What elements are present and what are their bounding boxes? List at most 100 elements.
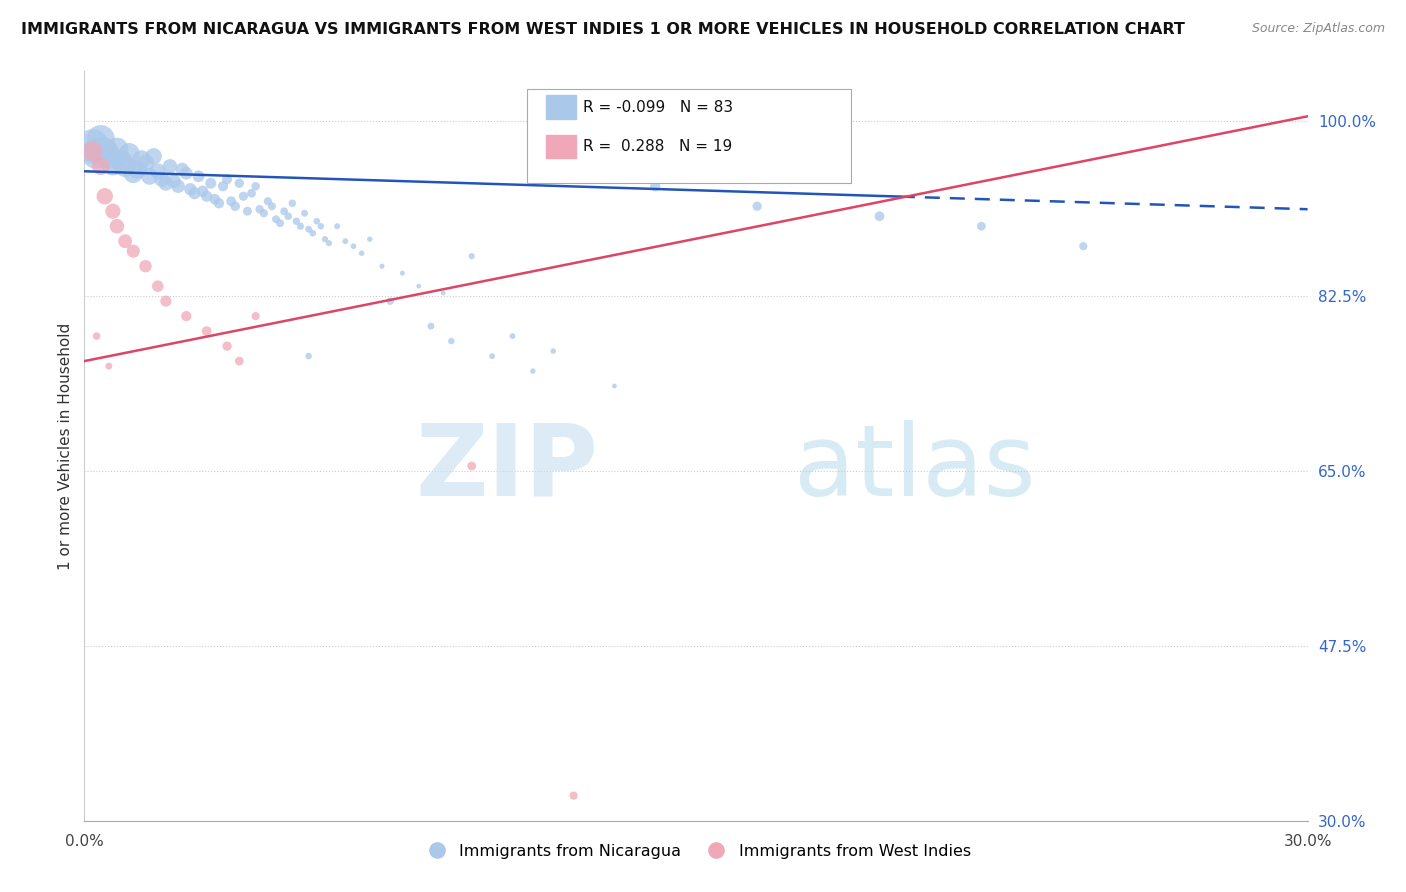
Point (236, 204, 259, 219)
Point (277, 209, 299, 223)
Point (200, 176, 222, 190)
Point (93, 145, 115, 159)
Point (249, 202, 271, 217)
Point (150, 172, 173, 186)
Point (82, 145, 104, 159)
Point (314, 232, 336, 246)
Point (461, 458, 484, 473)
Point (543, 344, 565, 359)
Point (90, 159, 112, 173)
Point (432, 286, 454, 301)
Point (114, 234, 136, 248)
Point (195, 189, 218, 203)
Point (257, 194, 280, 209)
Point (228, 176, 250, 190)
Point (101, 156, 124, 170)
Point (481, 349, 503, 363)
Point (747, 199, 769, 213)
Point (187, 169, 209, 184)
Point (172, 162, 194, 177)
Point (294, 206, 316, 220)
Point (86, 329, 108, 343)
Point (264, 212, 287, 227)
Point (212, 179, 235, 194)
Point (82, 139, 104, 153)
Point (318, 236, 340, 251)
Point (179, 182, 201, 196)
Point (326, 219, 349, 234)
Point (440, 334, 463, 348)
Text: R =  0.288   N = 19: R = 0.288 N = 19 (583, 139, 733, 153)
Point (245, 179, 267, 194)
Point (105, 219, 128, 234)
Point (122, 166, 145, 180)
Point (232, 189, 254, 203)
Point (301, 226, 323, 240)
Point (155, 176, 177, 190)
Point (127, 162, 149, 177)
Point (208, 196, 231, 211)
Point (522, 364, 544, 378)
Point (298, 222, 321, 236)
Point (1073, 239, 1095, 253)
Point (86, 146, 108, 161)
Point (298, 349, 321, 363)
Point (167, 179, 190, 194)
Point (105, 142, 128, 156)
Point (155, 294, 177, 309)
Point (110, 154, 132, 169)
Point (502, 329, 524, 343)
Point (970, 219, 993, 234)
Point (380, 294, 402, 309)
Point (93, 189, 115, 203)
Text: IMMIGRANTS FROM NICARAGUA VS IMMIGRANTS FROM WEST INDIES 1 OR MORE VEHICLES IN H: IMMIGRANTS FROM NICARAGUA VS IMMIGRANTS … (21, 22, 1185, 37)
Point (359, 232, 381, 246)
Point (281, 196, 304, 211)
Point (183, 186, 205, 201)
Point (174, 309, 197, 323)
Point (350, 246, 373, 260)
Point (269, 216, 291, 230)
Point (146, 164, 169, 178)
Point (603, 379, 626, 393)
Point (391, 266, 413, 280)
Point (146, 279, 169, 293)
Point (135, 259, 157, 273)
Point (118, 146, 141, 161)
Point (204, 192, 226, 206)
Point (195, 324, 218, 338)
Text: atlas: atlas (794, 420, 1035, 517)
Point (240, 186, 263, 201)
Point (253, 206, 276, 220)
Point (228, 354, 250, 368)
Point (135, 156, 157, 170)
Point (97, 149, 120, 163)
Y-axis label: 1 or more Vehicles in Household: 1 or more Vehicles in Household (58, 322, 73, 570)
Point (90, 132, 112, 146)
Point (562, 789, 585, 803)
Point (101, 204, 124, 219)
Point (644, 179, 666, 194)
Text: R = -0.099   N = 83: R = -0.099 N = 83 (583, 100, 734, 114)
Point (260, 199, 283, 213)
Point (142, 149, 165, 163)
Point (408, 279, 430, 293)
Point (217, 339, 239, 353)
Point (191, 184, 214, 198)
Point (335, 234, 357, 248)
Point (869, 209, 891, 223)
Point (420, 319, 443, 334)
Point (224, 199, 246, 213)
Text: Source: ZipAtlas.com: Source: ZipAtlas.com (1251, 22, 1385, 36)
Point (290, 219, 312, 234)
Point (245, 309, 267, 323)
Point (342, 239, 364, 253)
Point (114, 159, 136, 173)
Point (285, 214, 308, 228)
Point (131, 153, 153, 167)
Point (273, 204, 295, 219)
Point (217, 172, 239, 186)
Point (122, 244, 145, 259)
Point (461, 249, 484, 263)
Point (138, 169, 160, 184)
